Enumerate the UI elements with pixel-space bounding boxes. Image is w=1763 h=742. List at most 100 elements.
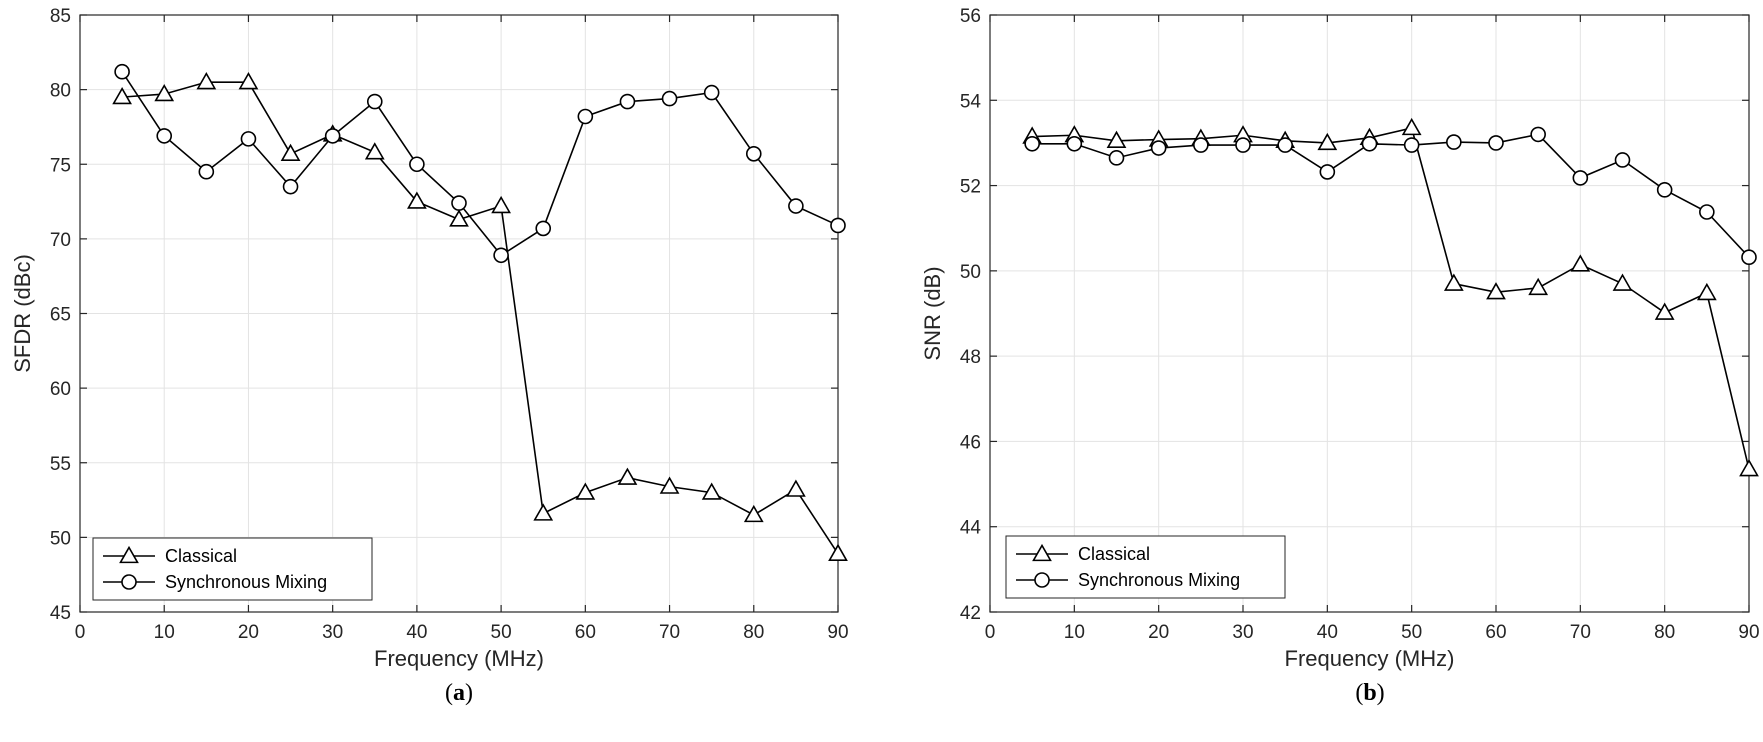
x-tick-label: 50 [1401, 622, 1422, 643]
data-point-triangle [1696, 282, 1717, 301]
data-point-circle [1446, 134, 1462, 150]
data-point-circle [577, 108, 594, 125]
y-tick-label: 50 [960, 262, 981, 283]
x-tick-label: 70 [659, 622, 680, 643]
series-classical [112, 72, 848, 561]
data-point-triangle [1486, 282, 1506, 300]
series-line [1032, 133, 1750, 258]
x-tick-label: 20 [238, 622, 259, 643]
data-point-circle [1235, 137, 1251, 153]
data-point-circle [788, 198, 804, 214]
data-point-circle [619, 93, 636, 110]
data-point-triangle [407, 191, 427, 209]
plot-area-frame [989, 14, 1750, 613]
data-point-circle [114, 63, 130, 80]
data-point-circle [1530, 126, 1546, 143]
y-tick-label: 70 [50, 230, 71, 251]
x-tick-label: 10 [154, 622, 175, 643]
series-line [121, 71, 839, 257]
x-tick-label: 60 [575, 622, 596, 643]
x-tick-label: 0 [75, 622, 86, 643]
y-tick-label: 52 [960, 177, 981, 198]
data-point-triangle [1528, 277, 1549, 296]
panel-label: (a) [445, 680, 473, 706]
x-tick-label: 50 [491, 622, 512, 643]
y-tick-label: 65 [50, 305, 71, 326]
data-point-circle [1066, 135, 1083, 152]
y-tick-label: 44 [960, 518, 982, 539]
y-axis-label: SNR (dB) [920, 266, 945, 360]
data-point-triangle [743, 504, 764, 523]
x-tick-label: 20 [1148, 622, 1169, 643]
x-tick-label: 60 [1485, 622, 1506, 643]
y-tick-label: 60 [50, 379, 71, 400]
data-point-circle [324, 128, 341, 144]
data-point-circle [1699, 204, 1715, 220]
data-point-triangle [659, 476, 680, 494]
x-tick-label: 30 [1232, 622, 1253, 643]
legend: Classical Synchronous Mixing [92, 537, 373, 601]
data-point-circle [1403, 137, 1420, 153]
data-point-triangle [364, 142, 385, 160]
data-point-circle [1319, 164, 1336, 180]
x-axis-label: Frequency (MHz) [1285, 646, 1455, 671]
x-tick-label: 40 [406, 622, 427, 643]
data-point-triangle [1443, 273, 1464, 291]
y-tick-label: 48 [960, 347, 981, 368]
y-tick-label: 85 [50, 6, 71, 27]
data-point-triangle [1570, 254, 1591, 272]
y-tick-label: 45 [50, 603, 71, 624]
x-tick-label: 90 [1738, 622, 1759, 643]
data-point-triangle [112, 86, 132, 105]
legend-label: Classical [1078, 544, 1150, 564]
series-synchronous-mixing [1024, 126, 1757, 266]
data-point-circle [1361, 135, 1378, 152]
x-tick-label: 70 [1570, 622, 1591, 643]
data-point-triangle [238, 72, 259, 90]
data-point-triangle [828, 543, 848, 561]
legend-marker-triangle [119, 545, 139, 564]
data-point-triangle [786, 479, 806, 497]
y-tick-label: 42 [960, 603, 981, 624]
data-point-triangle [701, 482, 722, 500]
series-classical [1022, 117, 1759, 477]
data-point-circle [661, 90, 678, 107]
legend-box [92, 537, 373, 601]
data-point-triangle [1401, 117, 1422, 136]
y-axis-label: SFDR (dBc) [10, 254, 35, 373]
x-tick-label: 30 [322, 622, 343, 643]
data-point-triangle [1612, 273, 1633, 291]
data-point-circle [198, 163, 215, 180]
panel-label: (b) [1355, 680, 1384, 706]
data-point-circle [830, 217, 846, 234]
x-tick-label: 10 [1064, 622, 1085, 643]
y-tick-label: 50 [50, 528, 71, 549]
data-point-circle [535, 220, 552, 237]
data-point-triangle [575, 482, 596, 500]
data-point-triangle [154, 83, 175, 102]
y-tick-label: 46 [960, 432, 981, 453]
chart-panel-b: 0 10 20 30 40 50 60 70 80 90 42 44 46 48 50 52 54 56 Frequ… [920, 6, 1760, 706]
x-tick-label: 80 [743, 622, 764, 643]
data-point-triangle [196, 72, 217, 90]
data-point-circle [493, 247, 509, 264]
data-point-circle [409, 156, 425, 173]
data-point-circle [1193, 137, 1209, 153]
data-point-triangle [617, 467, 638, 485]
y-tick-label: 54 [960, 91, 982, 112]
series-line [1032, 127, 1750, 470]
x-tick-label: 90 [827, 622, 848, 643]
y-tick-label: 80 [50, 81, 71, 102]
data-point-circle [240, 131, 257, 147]
data-point-triangle [1106, 130, 1127, 148]
data-point-circle [1024, 135, 1040, 152]
data-point-triangle [449, 209, 469, 227]
data-point-triangle [533, 503, 554, 521]
series-synchronous-mixing [114, 63, 846, 264]
data-point-circle [1656, 182, 1673, 198]
data-point-circle [1277, 137, 1293, 153]
legend: Classical Synchronous Mixing [1005, 535, 1286, 599]
data-point-circle [1572, 170, 1589, 186]
data-point-circle [451, 195, 467, 211]
